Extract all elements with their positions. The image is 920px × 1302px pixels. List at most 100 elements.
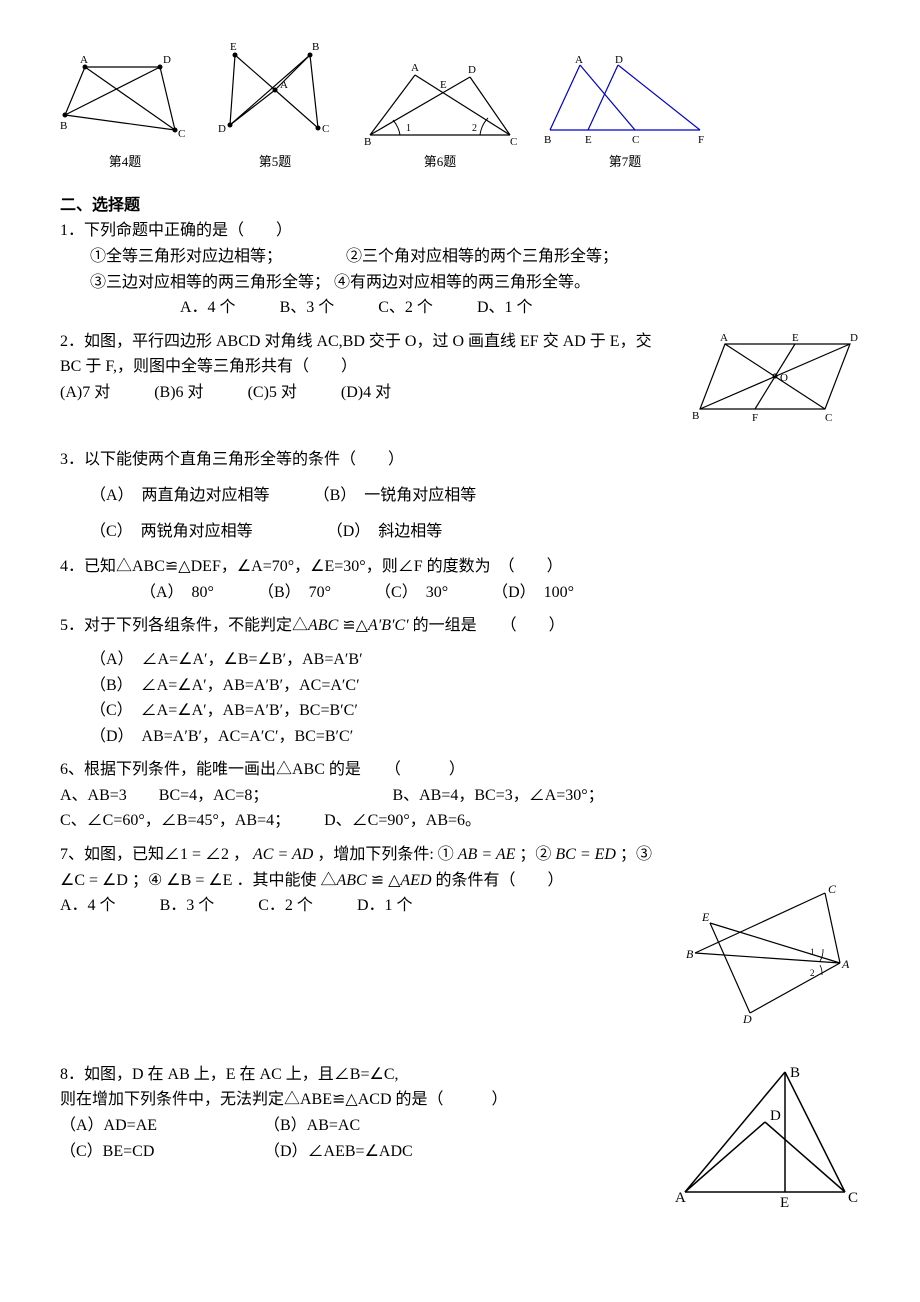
- q8-optB: （B）AB=AC: [264, 1117, 360, 1134]
- fig7-E: E: [585, 134, 592, 146]
- q2-E: E: [792, 332, 799, 344]
- q1-s1: ①全等三角形对应边相等；: [90, 248, 282, 265]
- fig6-C: C: [510, 136, 517, 148]
- fig4-label: 第4题: [60, 152, 190, 173]
- q5-end: 的一组是 （ ）: [409, 617, 565, 634]
- q5-abc2: A′B′C′: [368, 617, 409, 634]
- top-figures-row: A D B C 第4题 E B A D C 第5题: [60, 40, 860, 173]
- q7-stem1: 7、如图，已知∠1 = ∠2 ，: [60, 846, 249, 863]
- q5-optD: （D） AB=A′B′，AC=A′C′，BC=B′C′: [60, 724, 860, 750]
- question-1: 1．下列命题中正确的是（ ） ①全等三角形对应边相等； ②三个角对应相等的两个三…: [60, 218, 860, 320]
- figure-7-svg: A D B E C F: [540, 55, 710, 150]
- fig4-A: A: [80, 55, 88, 66]
- figure-6: A D E B C 1 2 第6题: [360, 55, 520, 173]
- fig4-C: C: [178, 128, 185, 140]
- fig5-E: E: [230, 41, 237, 53]
- fig4-B: B: [60, 120, 67, 132]
- q1-optB: B、3 个: [280, 299, 335, 316]
- q6-lineB: B、AB=4，BC=3，∠A=30°；: [392, 787, 603, 804]
- q2-optD: (D)4 对: [341, 384, 391, 401]
- q2-optA: (A)7 对: [60, 384, 110, 401]
- q8f-E: E: [780, 1195, 789, 1211]
- fig7-label: 第7题: [540, 152, 710, 173]
- fig6-D: D: [468, 64, 476, 76]
- q1-s4: ④有两边对应相等的两三角形全等。: [334, 274, 590, 291]
- q7f-2: 2: [810, 968, 815, 978]
- q2-F: F: [752, 412, 758, 424]
- q5-stem-line: 5．对于下列各组条件，不能判定△ABC ≌△A′B′C′ 的一组是 （ ）: [60, 613, 860, 639]
- q3-optC: （C） 两锐角对应相等: [90, 523, 253, 540]
- fig7-C: C: [632, 134, 639, 146]
- fig7-F: F: [698, 134, 704, 146]
- q2-D: D: [850, 332, 858, 344]
- q1-optD: D、1 个: [477, 299, 533, 316]
- fig6-label: 第6题: [360, 152, 520, 173]
- q7-line1: 7、如图，已知∠1 = ∠2 ， AC = AD ，增加下列条件: ① AB =…: [60, 842, 860, 868]
- q7f-1: 1: [810, 947, 815, 957]
- q4-stem: 4．已知△ABC≌△DEF，∠A=70°，∠E=30°，则∠F 的度数为 （ ）: [60, 554, 860, 580]
- q7-stem2: ，增加下列条件: ①: [317, 846, 453, 863]
- q7-optC: C．2 个: [258, 897, 313, 914]
- q8f-A: A: [675, 1190, 686, 1206]
- q7f-C: C: [828, 883, 837, 896]
- q5-optB: （B） ∠A=∠A′，AB=A′B′，AC=A′C′: [60, 673, 860, 699]
- fig6-A: A: [411, 62, 419, 74]
- q1-s3: ③三边对应相等的两三角形全等；: [90, 274, 330, 291]
- figure-5-svg: E B A D C: [210, 40, 340, 150]
- fig5-label: 第5题: [210, 152, 340, 173]
- figure-7: A D B E C F 第7题: [540, 55, 710, 173]
- q6-lineC: C、∠C=60°，∠B=45°，AB=4；: [60, 812, 290, 829]
- q7-line2b: ∠B = ∠E: [166, 872, 232, 889]
- q2-C: C: [825, 412, 832, 424]
- q1-stem: 1．下列命题中正确的是（ ）: [60, 218, 860, 244]
- q7f-A: A: [841, 957, 850, 971]
- q7-abae: AB = AE: [458, 846, 516, 863]
- q7f-E: E: [701, 910, 710, 924]
- q6-lineA: A、AB=3 BC=4，AC=8；: [60, 787, 268, 804]
- q4-optC: （C） 30°: [375, 584, 448, 601]
- q7f-D: D: [742, 1012, 752, 1023]
- q7-optB: B．3 个: [160, 897, 215, 914]
- fig7-D: D: [615, 55, 623, 66]
- fig4-D: D: [163, 55, 171, 66]
- q7f-B: B: [686, 947, 694, 961]
- q7-stem3: ．其中能使 △: [236, 872, 336, 889]
- q7-semi1: ；②: [519, 846, 551, 863]
- q7-line2a: ∠C = ∠D: [60, 872, 128, 889]
- question-2: A E D B F C O 2．如图，平行四边形 ABCD 对角线 AC,BD …: [60, 329, 860, 433]
- q5-mid: ≌△: [338, 617, 368, 634]
- q8-optA: （A）AD=AE: [60, 1113, 260, 1139]
- q8-optD: （D）∠AEB=∠ADC: [264, 1143, 413, 1160]
- question-7: 7、如图，已知∠1 = ∠2 ， AC = AD ，增加下列条件: ① AB =…: [60, 842, 860, 1032]
- fig5-D: D: [218, 123, 226, 135]
- question-5: 5．对于下列各组条件，不能判定△ABC ≌△A′B′C′ 的一组是 （ ） （A…: [60, 613, 860, 749]
- q8-optC: （C）BE=CD: [60, 1139, 260, 1165]
- q5-abc: ABC: [308, 617, 338, 634]
- fig6-E: E: [440, 79, 447, 91]
- q5-optC: （C） ∠A=∠A′，AB=A′B′，BC=B′C′: [60, 698, 860, 724]
- question-3: 3．以下能使两个直角三角形全等的条件（ ） （A） 两直角边对应相等 （B） 一…: [60, 447, 860, 544]
- q5-optA: （A） ∠A=∠A′，∠B=∠B′，AB=A′B′: [60, 647, 860, 673]
- q6-stem: 6、根据下列条件，能唯一画出△ABC 的是 （ ）: [60, 757, 860, 783]
- q3-stem: 3．以下能使两个直角三角形全等的条件（ ）: [60, 447, 860, 473]
- q2-optB: (B)6 对: [154, 384, 203, 401]
- q7-optD: D．1 个: [357, 897, 413, 914]
- question-4: 4．已知△ABC≌△DEF，∠A=70°，∠E=30°，则∠F 的度数为 （ ）…: [60, 554, 860, 605]
- figure-5: E B A D C 第5题: [210, 40, 340, 173]
- q2-optC: (C)5 对: [248, 384, 297, 401]
- figure-4: A D B C 第4题: [60, 55, 190, 173]
- fig5-C: C: [322, 123, 329, 135]
- figure-4-svg: A D B C: [60, 55, 190, 150]
- fig6-1: 1: [406, 123, 411, 134]
- q8f-C: C: [848, 1190, 858, 1206]
- q7-acad: AC = AD: [253, 846, 313, 863]
- q4-optB: （B） 70°: [258, 584, 331, 601]
- q7-semi2: ；③: [620, 846, 652, 863]
- fig6-B: B: [364, 136, 371, 148]
- q2-figure: A E D B F C O: [690, 329, 860, 433]
- q7-optA: A．4 个: [60, 897, 116, 914]
- q3-optB: （B） 一锐角对应相等: [314, 487, 477, 504]
- q1-optA: A．4 个: [180, 299, 236, 316]
- q5-stem: 5．对于下列各组条件，不能判定△: [60, 617, 308, 634]
- q6-lineD: D、∠C=90°，AB=6。: [324, 812, 481, 829]
